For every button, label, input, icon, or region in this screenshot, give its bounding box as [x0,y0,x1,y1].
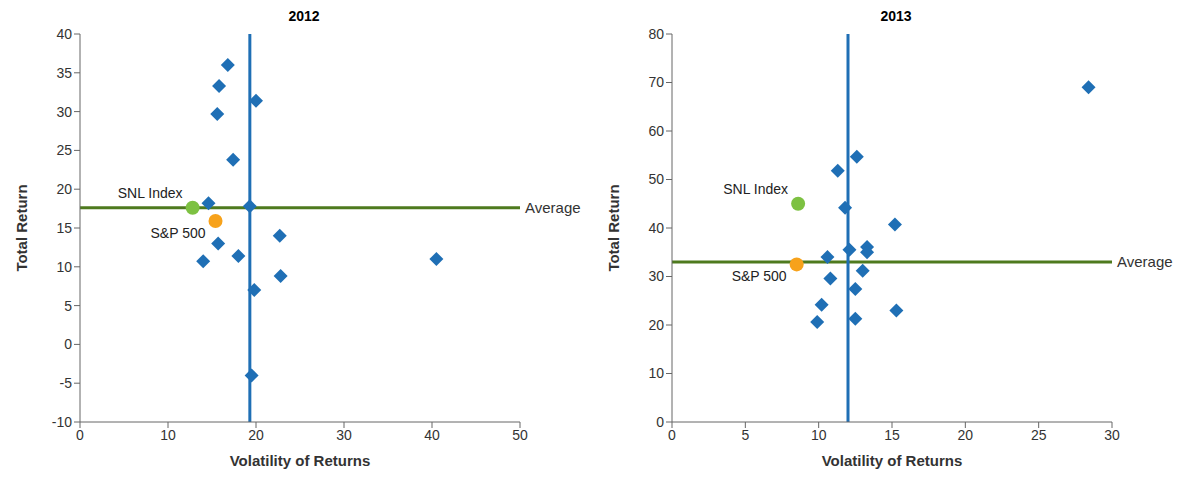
svg-text:30: 30 [336,427,352,443]
svg-text:Volatility of Returns: Volatility of Returns [822,452,963,469]
svg-text:15: 15 [884,427,900,443]
svg-text:S&P 500: S&P 500 [151,225,206,241]
svg-text:20: 20 [648,317,664,333]
svg-text:10: 10 [648,365,664,381]
html-text:2013: 2013 [880,8,912,24]
svg-text:Average: Average [525,199,581,216]
svg-text:0: 0 [76,427,84,443]
svg-text:Total Return: Total Return [605,184,622,271]
svg-text:15: 15 [56,220,72,236]
svg-text:0: 0 [668,427,676,443]
svg-text:0: 0 [656,414,664,430]
svg-text:10: 10 [160,427,176,443]
svg-text:Total Return: Total Return [13,184,30,271]
svg-text:-10: -10 [52,414,72,430]
svg-text:5: 5 [741,427,749,443]
svg-text:20: 20 [958,427,974,443]
svg-text:25: 25 [56,142,72,158]
svg-text:40: 40 [424,427,440,443]
svg-text:40: 40 [56,26,72,42]
svg-text:35: 35 [56,65,72,81]
svg-text:0: 0 [64,336,72,352]
svg-text:S&P 500: S&P 500 [732,268,787,284]
svg-text:40: 40 [648,220,664,236]
svg-text:SNL Index: SNL Index [723,181,788,197]
svg-text:30: 30 [56,104,72,120]
svg-text:Volatility of Returns: Volatility of Returns [230,452,371,469]
svg-text:25: 25 [1031,427,1047,443]
svg-text:30: 30 [648,268,664,284]
svg-text:50: 50 [648,171,664,187]
svg-text:10: 10 [56,259,72,275]
svg-text:30: 30 [1104,427,1120,443]
svg-text:SNL Index: SNL Index [118,185,183,201]
svg-text:Average: Average [1117,253,1173,270]
svg-text:20: 20 [248,427,264,443]
svg-text:10: 10 [811,427,827,443]
svg-text:80: 80 [648,26,664,42]
svg-text:70: 70 [648,74,664,90]
svg-text:5: 5 [64,298,72,314]
svg-text:50: 50 [512,427,528,443]
svg-text:60: 60 [648,123,664,139]
html-text:2012: 2012 [288,8,320,24]
svg-text:20: 20 [56,181,72,197]
svg-text:-5: -5 [60,375,73,391]
